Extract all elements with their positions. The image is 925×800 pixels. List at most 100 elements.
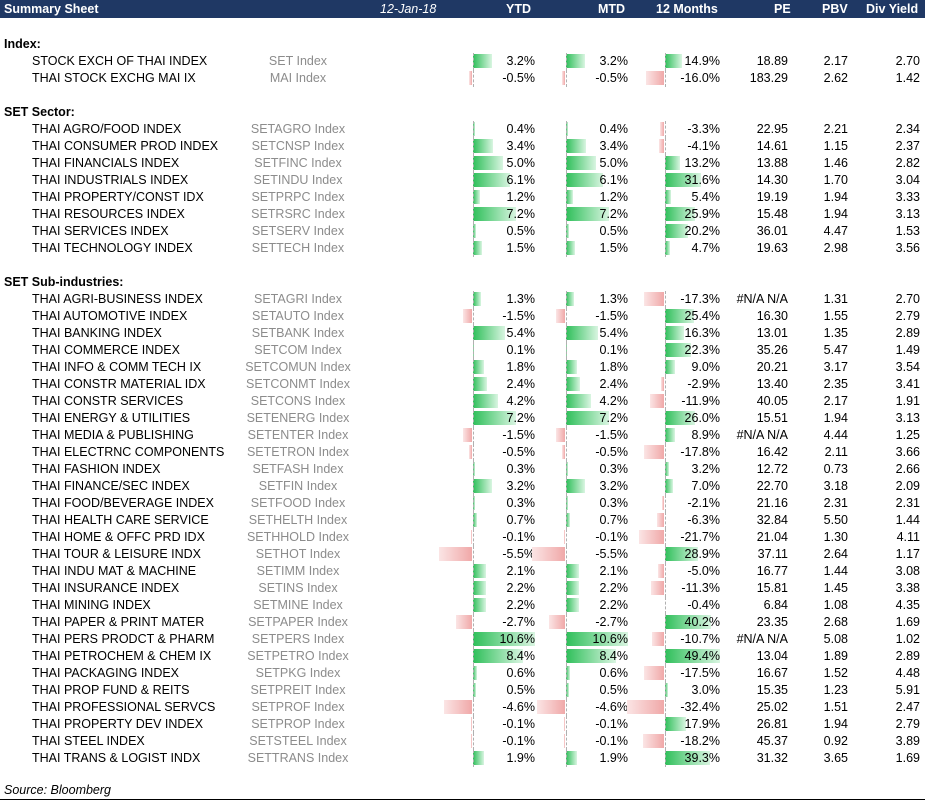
mtd-value: 7.2%	[599, 411, 629, 425]
bar-axis	[665, 342, 666, 359]
negative-bar	[650, 394, 664, 408]
mtd-value: 0.1%	[599, 343, 629, 357]
ytd-cell: -2.7%	[455, 614, 535, 631]
pbv-value: 1.94	[823, 717, 848, 731]
positive-bar	[566, 683, 569, 697]
bar-axis	[473, 597, 474, 614]
positive-bar	[473, 173, 510, 187]
m12-value: -18.2%	[680, 734, 720, 748]
index-name: THAI MEDIA & PUBLISHING	[32, 428, 194, 442]
m12-value: 25.4%	[684, 309, 720, 323]
index-name: THAI BANKING INDEX	[32, 326, 162, 340]
divyield-value: 4.11	[896, 530, 920, 544]
positive-bar	[566, 581, 580, 595]
m12-cell: -2.1%	[661, 495, 720, 512]
col-ytd-header: YTD	[506, 2, 531, 16]
bar-axis	[566, 597, 567, 614]
ytd-value: 0.3%	[506, 462, 536, 476]
index-name: THAI PETROCHEM & CHEM IX	[32, 649, 212, 663]
ytd-cell: 1.3%	[473, 291, 535, 308]
negative-bar	[643, 734, 664, 748]
index-ticker: SETPKG Index	[255, 666, 341, 680]
index-ticker: SETCONS Index	[250, 394, 346, 408]
bar-axis	[566, 665, 567, 682]
pbv-value: 3.65	[823, 751, 848, 765]
positive-bar	[566, 122, 569, 136]
divyield-value: 1.69	[895, 615, 920, 629]
mtd-cell: 7.2%	[566, 410, 628, 427]
index-name: THAI PROPERTY/CONST IDX	[32, 190, 204, 204]
index-name: THAI CONSTR SERVICES	[32, 394, 184, 408]
pe-value: 21.04	[756, 530, 788, 544]
pbv-value: 2.64	[823, 547, 848, 561]
positive-bar	[566, 139, 587, 153]
positive-bar	[566, 649, 617, 663]
m12-cell: 40.2%	[665, 614, 720, 631]
pe-value: 15.51	[756, 411, 788, 425]
mtd-cell: 0.3%	[566, 461, 628, 478]
index-ticker: SETTECH Index	[251, 241, 345, 255]
divyield-value: 3.89	[895, 734, 920, 748]
positive-bar	[665, 411, 695, 425]
bar-axis	[665, 750, 666, 767]
mtd-value: -0.1%	[595, 530, 628, 544]
source-note: Source: Bloomberg	[4, 783, 112, 797]
mtd-value: -4.6%	[595, 700, 628, 714]
mtd-cell: 2.2%	[566, 597, 628, 614]
m12-cell: 13.2%	[665, 155, 720, 172]
ytd-cell: 0.1%	[473, 342, 535, 359]
m12-cell: -4.1%	[659, 138, 720, 155]
pe-value: 16.77	[756, 564, 788, 578]
index-ticker: SETAUTO Index	[252, 309, 344, 323]
mtd-value: 2.2%	[599, 598, 629, 612]
pe-value: 35.26	[756, 343, 788, 357]
positive-bar	[566, 564, 579, 578]
ytd-value: 10.6%	[499, 632, 535, 646]
positive-bar	[566, 224, 569, 238]
ytd-cell: 3.2%	[473, 478, 535, 495]
mtd-cell: -0.5%	[562, 444, 628, 461]
ytd-value: 4.2%	[506, 394, 536, 408]
negative-bar	[556, 309, 565, 323]
bar-axis	[566, 376, 567, 393]
negative-bar	[643, 445, 664, 459]
divyield-value: 1.02	[895, 632, 920, 646]
mtd-cell: -4.6%	[537, 699, 628, 716]
bar-axis	[665, 206, 666, 223]
bar-axis	[665, 529, 666, 546]
bar-axis	[473, 682, 474, 699]
m12-value: 17.9%	[684, 717, 720, 731]
negative-bar	[463, 309, 472, 323]
pe-value: 15.35	[756, 683, 788, 697]
index-name: THAI INFO & COMM TECH IX	[32, 360, 202, 374]
negative-bar	[644, 292, 664, 306]
positive-bar	[665, 547, 699, 561]
bar-axis	[473, 240, 474, 257]
m12-cell: 5.4%	[665, 189, 720, 206]
bar-axis	[566, 155, 567, 172]
bar-axis	[665, 376, 666, 393]
bar-axis	[566, 308, 567, 325]
bar-axis	[665, 648, 666, 665]
index-name: THAI PROPERTY DEV INDEX	[32, 717, 204, 731]
mtd-cell: 7.2%	[566, 206, 628, 223]
ytd-cell: 2.1%	[473, 563, 535, 580]
m12-value: 4.7%	[691, 241, 721, 255]
index-ticker: MAI Index	[269, 71, 327, 85]
positive-bar	[665, 479, 674, 493]
m12-cell: 9.0%	[665, 359, 720, 376]
pe-value: 15.81	[756, 581, 788, 595]
bar-axis	[473, 546, 474, 563]
index-name: THAI TOUR & LEISURE INDX	[32, 547, 202, 561]
positive-bar	[566, 479, 586, 493]
bar-axis	[473, 325, 474, 342]
ytd-value: -0.5%	[502, 71, 535, 85]
bar-axis	[566, 70, 567, 87]
ytd-value: 2.4%	[506, 377, 536, 391]
header-bar: Summary Sheet 12-Jan-18 YTD MTD 12 Month…	[0, 0, 925, 18]
m12-cell: 25.9%	[665, 206, 720, 223]
index-name: THAI INSURANCE INDEX	[32, 581, 180, 595]
pe-value: 37.11	[757, 547, 788, 561]
m12-cell: 16.3%	[665, 325, 720, 342]
m12-value: 31.6%	[684, 173, 720, 187]
